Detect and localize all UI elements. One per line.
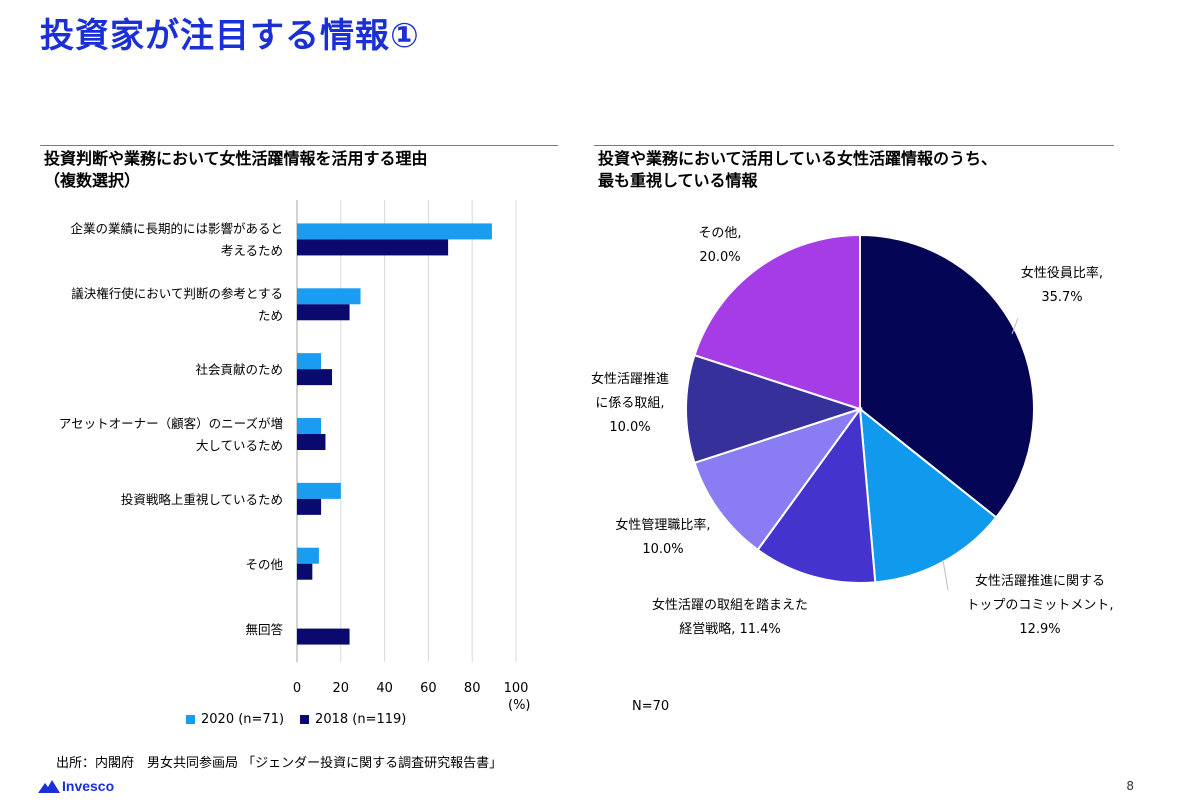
category-label-line: アセットオーナー（顧客）のニーズが増 xyxy=(58,416,283,431)
pie-slice-label: 女性役員比率, 35.7% xyxy=(972,262,1152,310)
leader-line xyxy=(1011,317,1019,335)
bar-panel-title-line2: （複数選択） xyxy=(44,171,141,190)
category-label-line: その他 xyxy=(245,556,283,572)
category-label-line: 企業の業績に長期的には影響があると xyxy=(70,221,283,237)
legend-swatch-2018 xyxy=(300,715,310,724)
logo-mountain-icon xyxy=(38,780,60,793)
category-label: 議決権行使において判断の参考とするため xyxy=(43,283,283,327)
legend-item-2020: 2020 (n=71) xyxy=(186,712,284,727)
bar-2018 xyxy=(297,563,313,580)
pie-slice-label-line: に係る取組, xyxy=(595,396,665,411)
x-tick-label: 40 xyxy=(376,681,393,696)
category-label: その他 xyxy=(43,554,283,576)
bar-2020 xyxy=(297,288,361,305)
bar-2018 xyxy=(297,304,350,321)
category-label-line: 社会貢献のため xyxy=(195,362,283,378)
pie-panel-title-line1: 投資や業務において活用している女性活躍情報のうち、 xyxy=(598,149,998,168)
category-label-line: ため xyxy=(257,308,283,324)
legend-item-2018: 2018 (n=119) xyxy=(300,712,406,727)
pie-slice-label-line: 35.7% xyxy=(1041,290,1083,305)
bar-panel-title-line1: 投資判断や業務において女性活躍情報を活用する理由 xyxy=(44,149,428,168)
bar-panel-title: 投資判断や業務において女性活躍情報を活用する理由 （複数選択） xyxy=(44,148,428,192)
pie-slice-label-line: 女性活躍推進に関する xyxy=(974,574,1105,589)
pie-slice-label-line: 12.9% xyxy=(1019,622,1061,637)
pie-slice-label: 女性活躍推進に関する トップのコミットメント, 12.9% xyxy=(950,570,1130,642)
pie-slice-label-line: トップのコミットメント, xyxy=(966,598,1114,613)
pie-slice-label-line: 女性役員比率, xyxy=(1020,266,1104,281)
sample-size-note: N=70 xyxy=(632,699,670,714)
pie-slice-label: 女性管理職比率, 10.0% xyxy=(573,514,753,562)
x-axis-unit: (%) xyxy=(508,698,531,713)
pie-slice-label-line: その他, xyxy=(698,226,742,241)
page-title: 投資家が注目する情報① xyxy=(40,16,420,56)
bar-2020 xyxy=(297,353,322,370)
legend-swatch-2020 xyxy=(186,715,195,724)
invesco-logo: Invesco xyxy=(38,778,114,794)
pie-slice-label: 女性活躍推進 に係る取組, 10.0% xyxy=(540,368,720,440)
category-label-line: 議決権行使において判断の参考とする xyxy=(71,286,283,302)
bar-2020 xyxy=(297,418,322,434)
logo-text: Invesco xyxy=(62,778,115,794)
legend-label-2020: 2020 (n=71) xyxy=(201,712,285,727)
category-label: 無回答 xyxy=(43,619,283,641)
chart-legend: 2020 (n=71) 2018 (n=119) xyxy=(186,712,406,727)
category-label: アセットオーナー（顧客）のニーズが増大しているため xyxy=(43,413,283,457)
bar-2018 xyxy=(297,369,333,386)
legend-label-2018: 2018 (n=119) xyxy=(315,712,407,727)
pie-slice xyxy=(858,406,998,584)
bar-2018 xyxy=(297,239,449,256)
pie-slice-label-line: 女性活躍推進 xyxy=(590,372,669,387)
pie-slice-label-line: 10.0% xyxy=(609,420,651,435)
category-label: 社会貢献のため xyxy=(43,359,283,381)
pie-slice-label: その他, 20.0% xyxy=(630,222,810,270)
pie-slice xyxy=(756,406,877,584)
x-tick-label: 20 xyxy=(333,681,350,696)
bar-2018 xyxy=(297,434,326,450)
category-label: 企業の業績に長期的には影響があると考えるため xyxy=(43,218,283,262)
page-number: 8 xyxy=(1126,779,1134,793)
category-label-line: 無回答 xyxy=(245,621,283,637)
pie-slice-label-line: 10.0% xyxy=(642,542,684,557)
pie-panel-title-line2: 最も重視している情報 xyxy=(598,171,758,190)
pie-panel-title: 投資や業務において活用している女性活躍情報のうち、 最も重視している情報 xyxy=(598,148,997,192)
x-tick-label: 0 xyxy=(293,681,301,696)
x-tick-label: 100 xyxy=(504,681,529,696)
pie-slice-label-line: 20.0% xyxy=(699,250,741,265)
bar-panel-rule xyxy=(40,145,558,146)
bar-2018 xyxy=(297,628,350,645)
source-note: 出所：内閣府 男女共同参画局 「ジェンダー投資に関する調査研究報告書」 xyxy=(56,756,503,771)
x-tick-label: 60 xyxy=(420,681,437,696)
category-label-line: 大しているため xyxy=(195,438,283,453)
category-label: 投資戦略上重視しているため xyxy=(43,489,283,511)
pie-slice-label: 女性活躍の取組を踏まえた 経営戦略, 11.4% xyxy=(640,594,820,642)
category-label-line: 考えるため xyxy=(220,243,283,259)
pie-slice-label-line: 女性活躍の取組を踏まえた xyxy=(651,598,808,613)
bar-2018 xyxy=(297,498,322,515)
pie-slice-label-line: 経営戦略, 11.4% xyxy=(679,622,781,637)
bar-2020 xyxy=(297,547,319,564)
category-label-line: 投資戦略上重視しているため xyxy=(120,491,283,507)
leader-line xyxy=(942,559,949,591)
pie-slice-label-line: 女性管理職比率, xyxy=(615,518,711,533)
bar-2020 xyxy=(297,482,341,499)
pie-panel-rule xyxy=(594,145,1114,146)
bar-2020 xyxy=(297,223,492,240)
x-tick-label: 80 xyxy=(464,681,481,696)
